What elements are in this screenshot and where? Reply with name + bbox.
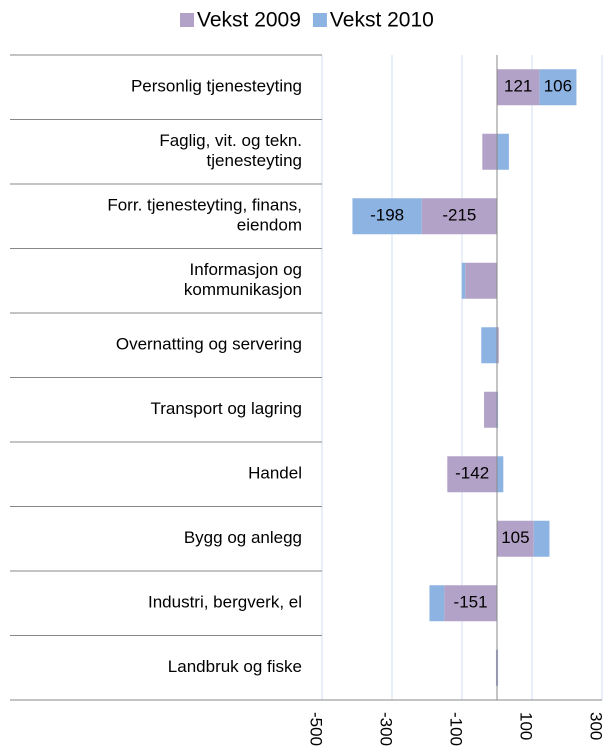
category-label: Industri, bergverk, el <box>148 593 302 612</box>
bar <box>461 262 466 299</box>
bar <box>497 391 499 428</box>
category-label: Personlig tjenesteyting <box>131 77 302 96</box>
bar <box>429 585 445 622</box>
category-label: Informasjon og kommunikasjon <box>184 260 302 299</box>
bar <box>484 391 497 428</box>
data-label: -198 <box>370 206 404 225</box>
x-tick-label: -500 <box>307 712 326 746</box>
x-tick-label: 100 <box>517 712 536 740</box>
category-label: Bygg og anlegg <box>184 528 302 547</box>
bar <box>444 585 497 622</box>
bar <box>533 520 550 557</box>
bar <box>495 649 497 686</box>
bar <box>482 133 497 170</box>
legend-swatch <box>312 13 327 27</box>
x-tick-label: 300 <box>587 712 606 740</box>
bar <box>497 456 504 493</box>
legend-label: Vekst 2010 <box>330 9 434 32</box>
category-label: Handel <box>248 464 302 483</box>
x-tick-label: -300 <box>377 712 396 746</box>
data-label: -151 <box>454 593 488 612</box>
data-label: -142 <box>455 464 489 483</box>
bar <box>447 456 497 493</box>
legend-swatch <box>180 13 194 27</box>
category-label: Forr. tjenesteyting, finans, eiendom <box>107 196 302 235</box>
data-label: 121 <box>504 77 532 96</box>
legend-label: Vekst 2009 <box>197 9 301 32</box>
bar <box>497 133 509 170</box>
category-label: Landbruk og fiske <box>168 657 302 676</box>
bar <box>539 69 577 106</box>
data-label: 105 <box>501 528 529 547</box>
bar <box>497 649 499 686</box>
x-tick-label: -100 <box>447 712 466 746</box>
category-label: Transport og lagring <box>150 399 302 418</box>
data-label: -215 <box>442 206 476 225</box>
bar <box>481 327 497 364</box>
bar <box>421 198 497 235</box>
bar <box>497 69 540 106</box>
bar <box>497 327 499 364</box>
bar <box>465 262 497 299</box>
category-label: Faglig, vit. og tekn. tjenesteyting <box>159 131 302 170</box>
category-label: Overnatting og servering <box>116 335 302 354</box>
bar <box>497 520 534 557</box>
data-label: 106 <box>544 77 572 96</box>
bar <box>352 198 422 235</box>
